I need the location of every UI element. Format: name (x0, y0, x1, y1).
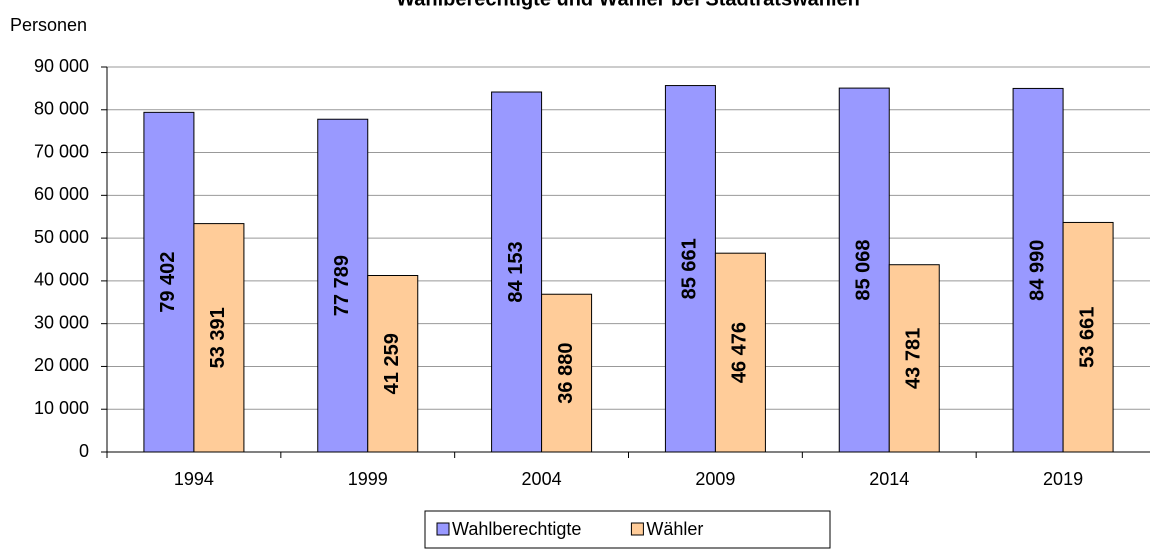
x-tick-label: 2009 (695, 469, 735, 489)
legend-swatch (630, 522, 644, 536)
bar (1062, 221, 1114, 453)
y-tick-label: 30 000 (34, 312, 89, 332)
legend-swatch (436, 522, 450, 536)
data-label: 53 391 (207, 307, 229, 368)
y-axis-label: Personen (10, 15, 87, 35)
bar (367, 275, 419, 453)
y-tick-label: 10 000 (34, 398, 89, 418)
legend-box (424, 510, 831, 549)
y-tick-label: 70 000 (34, 141, 89, 161)
x-tick-label: 2004 (522, 469, 562, 489)
x-tick-label: 2019 (1043, 469, 1083, 489)
y-tick-label: 90 000 (34, 56, 89, 76)
bar (541, 293, 593, 453)
bar (888, 264, 940, 453)
data-label: 79 402 (157, 252, 179, 313)
y-tick-label: 50 000 (34, 227, 89, 247)
y-tick-label: 60 000 (34, 184, 89, 204)
bar (317, 118, 369, 453)
data-label: 53 661 (1076, 307, 1098, 368)
x-tick-label: 1994 (174, 469, 214, 489)
bar (838, 87, 890, 453)
data-label: 46 476 (729, 322, 751, 383)
data-label: 84 990 (1026, 240, 1048, 301)
bar (714, 252, 766, 453)
data-label: 41 259 (381, 333, 403, 394)
y-tick-label: 20 000 (34, 355, 89, 375)
bar (664, 85, 716, 453)
y-tick-label: 0 (79, 441, 89, 461)
data-label: 84 153 (505, 241, 527, 302)
y-tick-label: 80 000 (34, 99, 89, 119)
bar (491, 91, 543, 453)
data-label: 36 880 (555, 343, 577, 404)
data-label: 85 068 (853, 239, 875, 300)
chart-title: Wahlberechtigte und Wähler bei Stadtrats… (396, 0, 860, 10)
data-label: 43 781 (903, 328, 925, 389)
x-tick-label: 2014 (869, 469, 909, 489)
y-tick-label: 40 000 (34, 270, 89, 290)
legend-label: Wahlberechtigte (452, 519, 581, 539)
legend-label: Wähler (646, 519, 703, 539)
data-label: 77 789 (331, 255, 353, 316)
data-label: 85 661 (679, 238, 701, 299)
x-tick-label: 1999 (348, 469, 388, 489)
